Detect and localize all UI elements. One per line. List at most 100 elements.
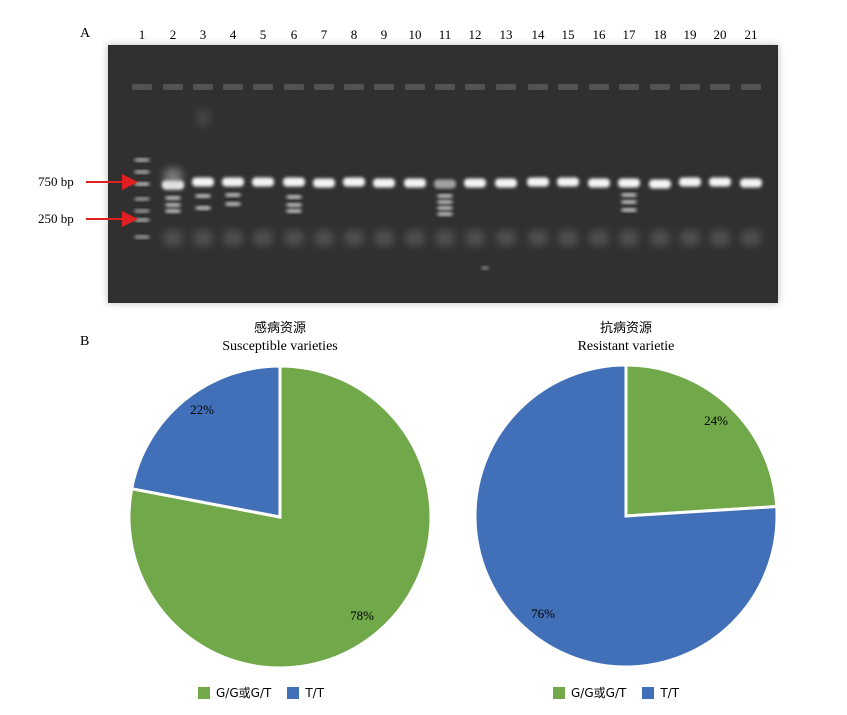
lane-number: 14 <box>532 27 546 42</box>
gel-band <box>740 178 762 188</box>
gel-band <box>621 208 637 212</box>
gel-smear <box>528 230 548 246</box>
gel-well <box>314 84 334 90</box>
lane-number: 10 <box>409 27 422 42</box>
lane-number: 9 <box>381 27 388 42</box>
gel-band <box>373 178 395 188</box>
gel-well <box>405 84 425 90</box>
pie-resistant-title-zh: 抗病资源 <box>599 321 652 336</box>
gel-band <box>286 203 302 207</box>
gel-well <box>680 84 700 90</box>
gel-smear <box>710 230 730 246</box>
gel-band <box>222 177 244 187</box>
legend-swatch-green <box>553 686 565 699</box>
gel-band <box>192 177 214 187</box>
gel-band <box>649 179 671 189</box>
marker-750-label: 750 bp <box>38 174 74 189</box>
gel-smear <box>374 230 394 246</box>
legend-item-ggt: G/G或G/T <box>553 684 626 701</box>
pie-data-label: 78% <box>350 608 374 623</box>
gel-smear <box>465 230 485 246</box>
gel-band <box>481 266 489 270</box>
gel-band <box>134 182 150 186</box>
gel-well <box>710 84 730 90</box>
lane-number: 15 <box>562 27 575 42</box>
pie-slice <box>127 364 433 670</box>
gel-band <box>437 212 453 216</box>
gel-band <box>134 209 150 213</box>
gel-band <box>588 178 610 188</box>
gel-smear <box>223 230 243 246</box>
gel-smear <box>496 230 516 246</box>
gel-well <box>163 84 183 90</box>
gel-smear <box>193 230 213 246</box>
lane-number: 12 <box>469 27 482 42</box>
pie-resistant-subtitle: Resistant varietie <box>577 339 675 354</box>
lane-number: 2 <box>170 27 177 42</box>
pie-data-label: 24% <box>704 413 728 428</box>
gel-band <box>679 177 701 187</box>
gel-well <box>589 84 609 90</box>
gel-smear <box>435 230 455 246</box>
pie-susceptible-legend: G/G或G/T T/T <box>198 684 340 701</box>
gel-smear <box>405 230 425 246</box>
gel-well <box>558 84 578 90</box>
gel-well <box>253 84 273 90</box>
panel-b-label: B <box>80 334 90 349</box>
gel-band <box>286 209 302 213</box>
gel-smear <box>558 230 578 246</box>
gel-smear <box>680 230 700 246</box>
gel-band <box>621 200 637 204</box>
gel-well <box>223 84 243 90</box>
lane-number: 4 <box>230 27 237 42</box>
lane-number: 3 <box>200 27 207 42</box>
legend-item-tt: T/T <box>287 686 324 700</box>
lane-number: 20 <box>714 27 727 42</box>
gel-band <box>165 203 181 207</box>
gel-band <box>464 178 486 188</box>
gel-smear <box>284 230 304 246</box>
gel-well <box>374 84 394 90</box>
legend-label-ggt: G/G或G/T <box>216 686 272 700</box>
lane-number: 17 <box>623 27 637 42</box>
gel-smear <box>164 168 182 188</box>
gel-well <box>132 84 152 90</box>
pie-susceptible-title: 感病资源 Susceptible varieties <box>130 320 430 356</box>
legend-swatch-green <box>198 686 210 699</box>
pie-resistant-legend: G/G或G/T T/T <box>553 684 695 701</box>
gel-band <box>165 196 181 200</box>
lane-number: 19 <box>684 27 697 42</box>
legend-item-tt: T/T <box>642 686 679 700</box>
gel-smear <box>163 230 183 246</box>
gel-smear <box>314 230 334 246</box>
gel-well <box>284 84 304 90</box>
gel-well <box>496 84 516 90</box>
pie-susceptible: 78% 22% <box>127 364 433 670</box>
gel-band <box>195 206 211 210</box>
legend-swatch-blue <box>642 686 655 699</box>
lane-number: 21 <box>745 27 758 42</box>
gel-smear <box>253 230 273 246</box>
gel-smear <box>619 230 639 246</box>
gel-band <box>618 178 640 188</box>
lane-number: 11 <box>439 27 452 42</box>
gel-band <box>225 193 241 197</box>
gel-band <box>134 158 150 162</box>
gel-band <box>286 195 302 199</box>
marker-250-label: 250 bp <box>38 211 74 226</box>
gel-smear <box>344 230 364 246</box>
gel-well <box>193 84 213 90</box>
gel-well <box>528 84 548 90</box>
lane-number: 13 <box>500 27 513 42</box>
gel-band <box>434 179 456 189</box>
gel-band <box>621 193 637 197</box>
gel-well <box>650 84 670 90</box>
lane-number: 1 <box>139 27 146 42</box>
gel-band <box>195 194 211 198</box>
lane-number: 8 <box>351 27 358 42</box>
gel-smear <box>589 230 609 246</box>
gel-smear <box>741 230 761 246</box>
lane-number: 16 <box>593 27 607 42</box>
pie-resistant: 24% 76% <box>473 363 779 669</box>
gel-band <box>527 177 549 187</box>
